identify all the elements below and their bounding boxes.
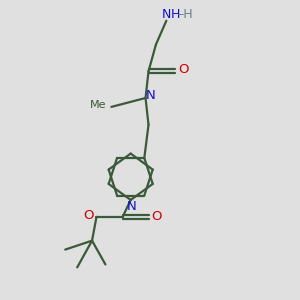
Text: N: N xyxy=(162,8,171,21)
Text: H: H xyxy=(171,8,181,21)
Text: –H: –H xyxy=(177,8,193,21)
Text: O: O xyxy=(83,209,93,222)
Text: N: N xyxy=(126,200,136,213)
Text: O: O xyxy=(178,63,189,76)
Text: N: N xyxy=(146,88,156,101)
Text: O: O xyxy=(152,210,162,224)
Text: Me: Me xyxy=(89,100,106,110)
